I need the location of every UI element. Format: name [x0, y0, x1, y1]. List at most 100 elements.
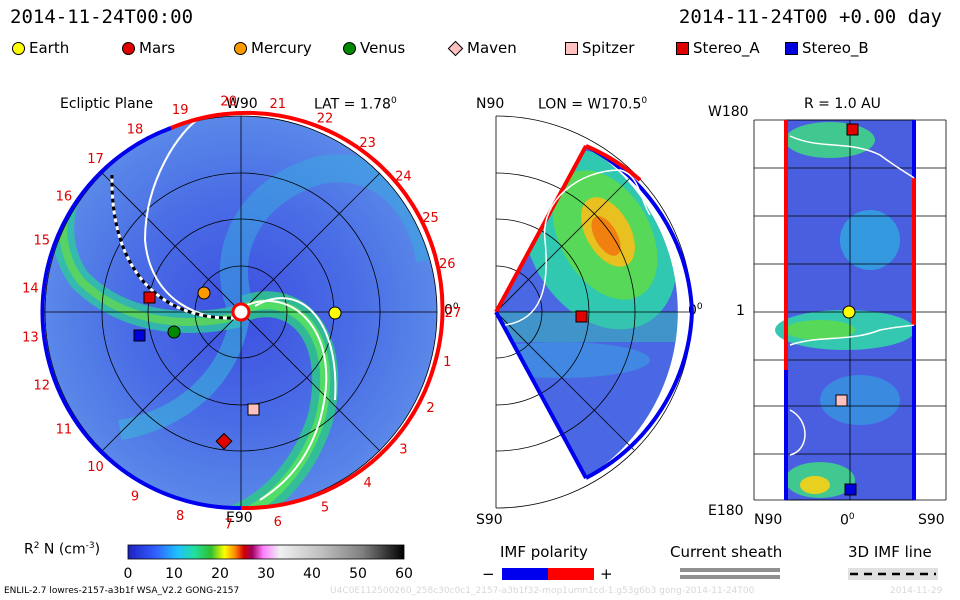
- sun-icon: [231, 302, 251, 322]
- radial-earth-marker: [842, 305, 856, 319]
- spitzer-legend-icon: [565, 41, 578, 55]
- current-sheath-sample-1: [680, 568, 780, 572]
- legend-label: Stereo_B: [802, 39, 869, 57]
- radial-x-right: S90: [918, 512, 945, 528]
- legend-label: Spitzer: [582, 39, 635, 57]
- carrington-label: 12: [34, 379, 51, 394]
- footer-model: ENLIL-2.7 lowres-2157-a3b1f WSA_V2.2 GON…: [4, 586, 240, 596]
- meridional-edge-bottom: [494, 311, 588, 479]
- ecliptic-lat: LAT = 1.780: [314, 96, 397, 113]
- carrington-label: 23: [359, 136, 376, 151]
- stereo-b-marker: [133, 329, 146, 342]
- meridional-polarity-negative: [585, 144, 694, 313]
- radial-mid-left: 1: [736, 303, 745, 319]
- carrington-label: 8: [176, 509, 184, 524]
- colorbar-tick-label: 10: [165, 566, 183, 582]
- imf3d-title: 3D IMF line: [848, 543, 932, 561]
- radial-spitzer-marker: [835, 394, 848, 407]
- venus-marker: [167, 325, 181, 339]
- carrington-label: 6: [274, 515, 282, 530]
- colorbar-tick-label: 40: [303, 566, 321, 582]
- meridional-plot: [494, 115, 694, 509]
- imf-polarity-title: IMF polarity: [500, 543, 588, 561]
- legend-label: Venus: [360, 39, 406, 57]
- mercury-marker: [197, 286, 211, 300]
- polarity-arc-positive-2: [240, 365, 436, 511]
- imf-polarity-minus: −: [482, 565, 495, 583]
- radial-top-left: W180: [708, 104, 749, 120]
- radial-stereo-a-marker: [846, 123, 859, 136]
- meridional-density: [496, 150, 678, 378]
- meridional-n-label: N90: [476, 96, 505, 112]
- radial-x-left: N90: [754, 512, 783, 528]
- stereo-a-marker: [143, 291, 156, 304]
- current-sheath-sample-2: [680, 575, 780, 579]
- legend-item-stereo-b: Stereo_B: [785, 39, 869, 57]
- imf-polarity-plus: +: [600, 565, 613, 583]
- carrington-label: 22: [317, 111, 334, 126]
- polarity-arc-negative: [40, 126, 242, 511]
- carrington-label: 27: [445, 306, 462, 321]
- ecliptic-right-label: 00: [444, 302, 459, 319]
- legend-item-spitzer: Spitzer: [565, 39, 634, 57]
- meridional-s-label: S90: [476, 512, 503, 528]
- date-right: 2014-11-24T00 +0.00 day: [678, 6, 942, 28]
- carrington-label: 24: [395, 170, 412, 185]
- radial-current-sheath-low: [789, 409, 806, 456]
- carrington-label: 18: [127, 122, 144, 137]
- radial-stereo-b-marker: [844, 483, 857, 496]
- legend-label: Mars: [139, 39, 176, 57]
- legend-label: Earth: [29, 39, 70, 57]
- meridional-edge-top: [494, 145, 588, 313]
- carrington-label: 3: [399, 442, 407, 457]
- carrington-label: 7: [225, 518, 233, 533]
- radial-x-mid: 00: [840, 512, 855, 529]
- colorbar-label: R2 N (cm-3): [24, 541, 101, 558]
- ecliptic-top-label: W90: [226, 96, 258, 112]
- meridional-stereo-a-marker: [575, 310, 588, 323]
- radial-current-sheath-mid: [789, 324, 915, 346]
- meridional-current-sheath: [504, 169, 651, 326]
- carrington-label: 10: [87, 460, 104, 475]
- legend-item-mars: Mars: [122, 39, 175, 57]
- legend-item-mercury: Mercury: [234, 39, 312, 57]
- ecliptic-title: Ecliptic Plane: [60, 96, 154, 112]
- carrington-label: 17: [87, 152, 104, 167]
- maven-marker: [215, 432, 233, 450]
- colorbar-tick-label: 60: [395, 566, 413, 582]
- legend-label: Mercury: [251, 39, 312, 57]
- date-left: 2014-11-24T00:00: [10, 6, 194, 28]
- mars-legend-icon: [122, 41, 135, 55]
- carrington-label: 11: [56, 423, 73, 438]
- legend-label: Maven: [467, 39, 517, 57]
- spitzer-marker: [247, 403, 260, 416]
- colorbar-tick-label: 30: [257, 566, 275, 582]
- legend-item-earth: Earth: [12, 39, 69, 57]
- carrington-label: 2: [426, 401, 434, 416]
- colorbar-tick-label: 20: [211, 566, 229, 582]
- earth-marker: [328, 306, 342, 320]
- colorbar-tick-label: 0: [124, 566, 133, 582]
- colorbar-tick-label: 50: [349, 566, 367, 582]
- carrington-label: 21: [270, 97, 287, 112]
- carrington-label: 19: [172, 103, 189, 118]
- radial-plot: [753, 119, 947, 501]
- meridional-polarity-positive: [585, 144, 642, 182]
- carrington-label: 13: [22, 331, 39, 346]
- footer-date: 2014-11-29: [890, 586, 943, 596]
- carrington-label: 1: [443, 355, 451, 370]
- legend-item-venus: Venus: [343, 39, 405, 57]
- polarity-arc-positive: [170, 110, 445, 367]
- footer-run: U4C0E112500260_258c30c0c1_2157-a3b1f32-m…: [330, 586, 755, 596]
- carrington-label: 9: [131, 490, 139, 505]
- legend-item-stereo-a: Stereo_A: [676, 39, 760, 57]
- carrington-label: 25: [422, 211, 439, 226]
- stereo-a-legend-icon: [676, 41, 689, 55]
- carrington-label: 16: [56, 190, 73, 205]
- carrington-label: 5: [321, 501, 329, 516]
- ecliptic-bottom-label: E90: [226, 510, 253, 526]
- carrington-label: 14: [22, 281, 39, 296]
- radial-current-sheath-top: [789, 135, 915, 179]
